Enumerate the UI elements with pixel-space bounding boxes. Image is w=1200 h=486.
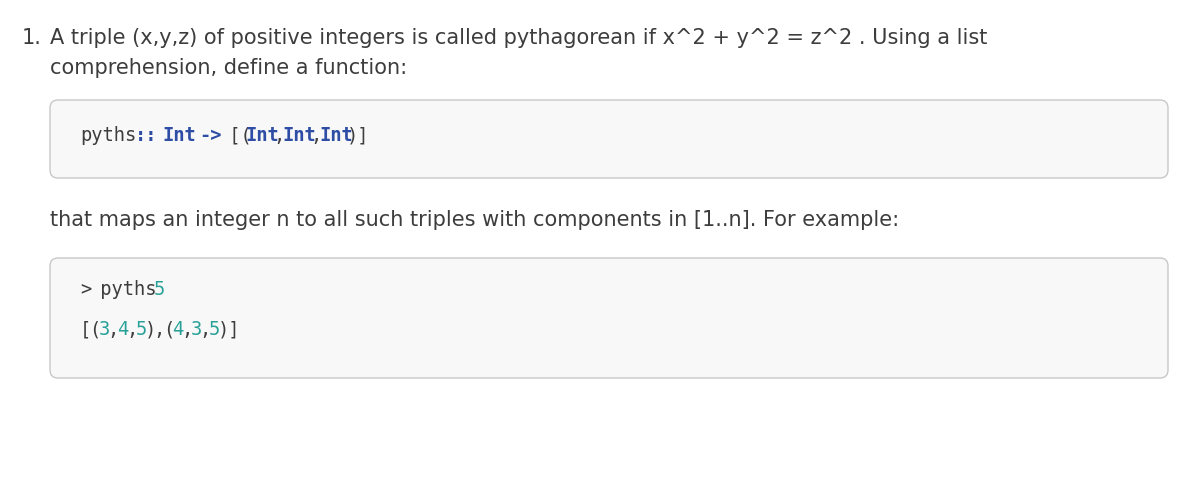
Text: 1.: 1. [22,28,42,48]
Text: ,: , [108,320,119,339]
Text: 3: 3 [191,320,202,339]
Text: ->: -> [199,126,222,145]
Text: 4: 4 [172,320,184,339]
Text: Int: Int [282,126,316,145]
Text: ,: , [126,320,137,339]
Text: pyths: pyths [89,280,168,299]
Text: ): ) [144,320,156,339]
Text: ,: , [154,320,164,339]
Text: >: > [80,280,91,299]
Text: comprehension, define a function:: comprehension, define a function: [50,58,407,78]
Text: 5: 5 [136,320,146,339]
Text: )]: )] [347,126,370,145]
Text: 5: 5 [209,320,220,339]
Text: (: ( [163,320,174,339]
Text: (: ( [89,320,101,339]
FancyBboxPatch shape [50,258,1168,378]
Text: )]: )] [218,320,240,339]
Text: that maps an integer n to all such triples with components in [1..n]. For exampl: that maps an integer n to all such tripl… [50,210,899,230]
Text: [(: [( [218,126,252,145]
Text: [: [ [80,320,91,339]
Text: pyths: pyths [80,126,137,145]
Text: 3: 3 [98,320,109,339]
Text: Int: Int [319,126,353,145]
Text: ,: , [274,126,284,145]
Text: 5: 5 [154,280,164,299]
Text: ,: , [199,320,211,339]
Text: 4: 4 [116,320,128,339]
Text: A triple (x,y,z) of positive integers is called pythagorean if x^2 + y^2 = z^2 .: A triple (x,y,z) of positive integers is… [50,28,988,48]
FancyBboxPatch shape [50,100,1168,178]
Text: Int: Int [163,126,197,145]
Text: ::: :: [136,126,157,145]
Text: ,: , [310,126,322,145]
Text: ,: , [181,320,192,339]
Text: Int: Int [246,126,280,145]
